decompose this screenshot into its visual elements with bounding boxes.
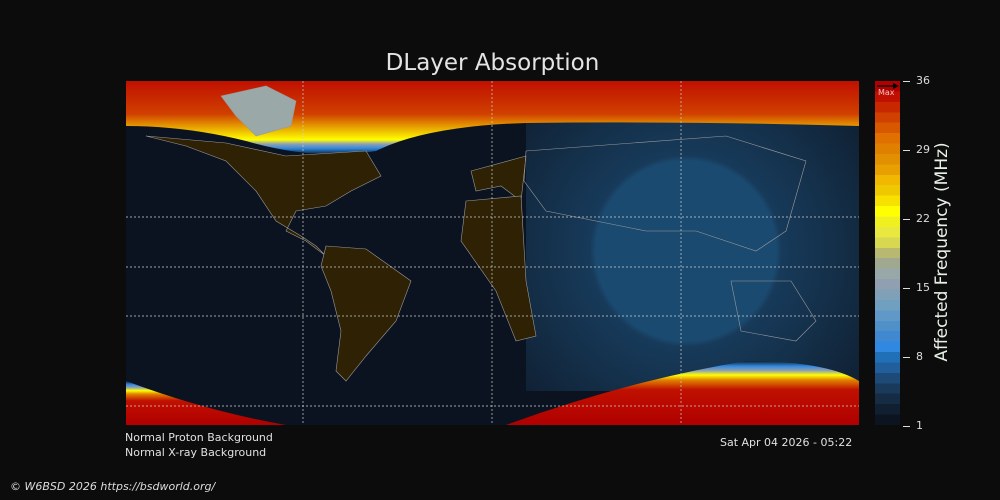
south-polar-absorption bbox=[506, 361, 859, 425]
max-arrow-icon bbox=[877, 83, 899, 89]
south-polar-absorption-west bbox=[126, 381, 286, 425]
colorbar-tick: 1 bbox=[903, 419, 923, 432]
asia bbox=[523, 135, 807, 252]
page-title: DLayer Absorption bbox=[385, 50, 600, 76]
europe bbox=[470, 155, 527, 202]
australia bbox=[730, 280, 817, 342]
africa bbox=[460, 195, 537, 342]
colorbar-tick: 22 bbox=[903, 212, 930, 225]
south-america bbox=[320, 245, 412, 382]
timestamp: Sat Apr 04 2026 - 05:22 bbox=[720, 436, 853, 449]
colorbar-tick: 15 bbox=[903, 281, 930, 294]
north-america bbox=[145, 135, 382, 257]
colorbar bbox=[875, 81, 900, 425]
xray-status: Normal X-ray Background bbox=[125, 446, 267, 459]
copyright-footer: © W6BSD 2026 https://bsdworld.org/ bbox=[10, 480, 216, 493]
proton-status: Normal Proton Background bbox=[125, 431, 273, 444]
colorbar-tick: 8 bbox=[903, 350, 923, 363]
world-map bbox=[126, 81, 859, 425]
colorbar-label: Affected Frequency (MHz) bbox=[932, 142, 952, 362]
north-polar-absorption bbox=[126, 81, 859, 155]
colorbar-max-label: Max bbox=[878, 88, 895, 97]
absorption-night-region bbox=[526, 121, 859, 391]
colorbar-tick: 29 bbox=[903, 143, 930, 156]
graticule bbox=[126, 81, 859, 425]
greenland bbox=[220, 85, 297, 137]
continents bbox=[145, 85, 817, 382]
colorbar-tick: 36 bbox=[903, 74, 930, 87]
